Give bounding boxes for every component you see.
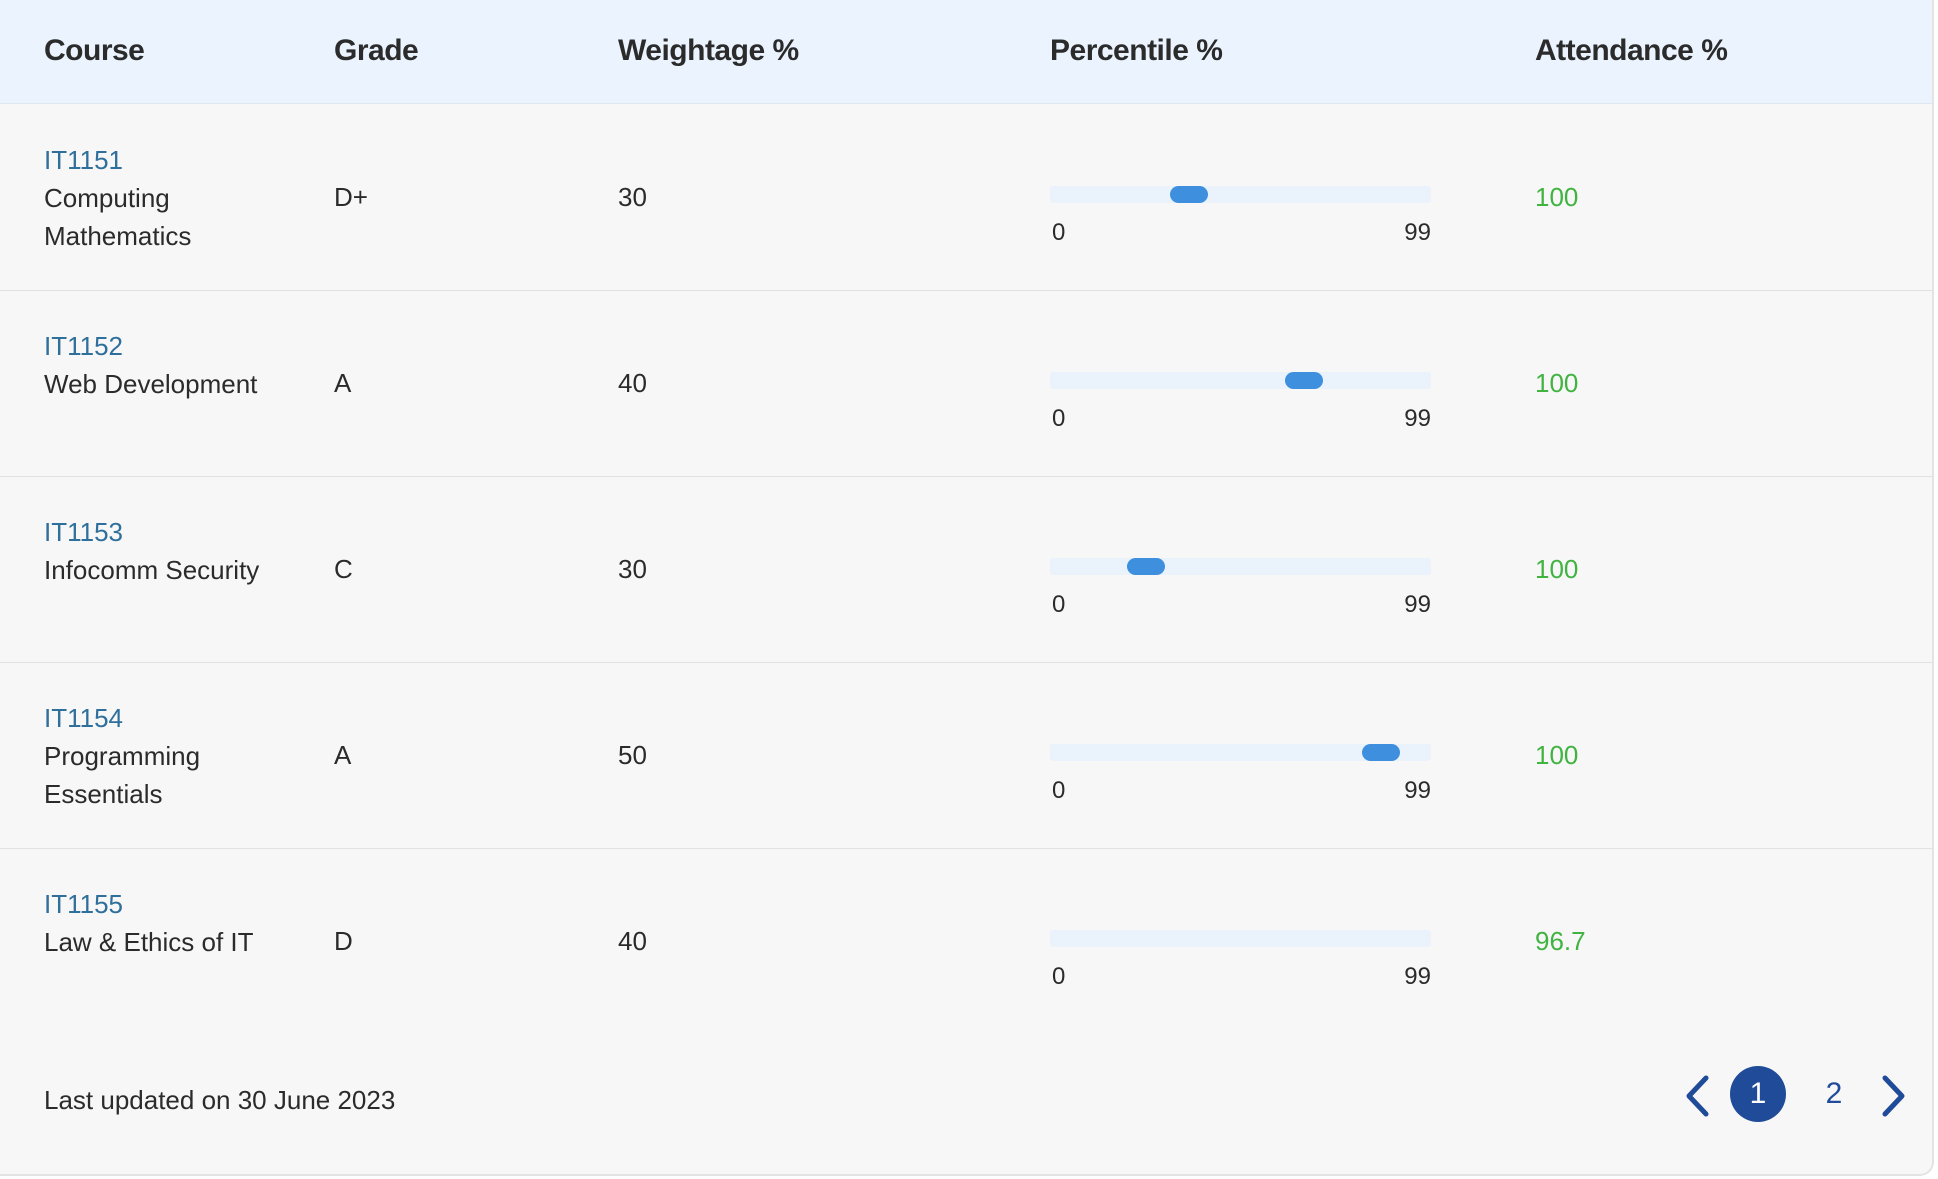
percentile-indicator: 0 99 — [1050, 299, 1431, 432]
percentile-indicator: 0 99 — [1050, 485, 1431, 618]
course-name: Computing Mathematics — [44, 183, 192, 251]
percentile-marker — [1285, 372, 1323, 389]
course-cell: IT1152 Web Development — [44, 327, 324, 403]
grade-value: D — [334, 926, 353, 956]
percentile-scale-max: 99 — [1404, 591, 1431, 618]
percentile-scale-min: 0 — [1052, 777, 1066, 804]
header-percentile: Percentile % — [1050, 34, 1223, 67]
grade-value: A — [334, 740, 352, 770]
percentile-track — [1050, 744, 1431, 761]
percentile-scale-min: 0 — [1052, 405, 1066, 432]
header-course: Course — [44, 34, 145, 67]
course-name: Infocomm Security — [44, 555, 260, 585]
header-grade: Grade — [334, 34, 419, 67]
attendance-value: 96.7 — [1535, 926, 1586, 956]
course-name: Web Development — [44, 369, 258, 399]
table-row: IT1155 Law & Ethics of IT D 40 96.7 — [0, 849, 1932, 1035]
weightage-value: 40 — [618, 368, 647, 398]
percentile-scale-max: 99 — [1404, 219, 1431, 246]
table-row: IT1153 Infocomm Security C 30 100 — [0, 477, 1932, 663]
percentile-indicator: 0 99 — [1050, 113, 1431, 246]
course-cell: IT1154 Programming Essentials — [44, 699, 324, 813]
course-code-link[interactable]: IT1151 — [44, 145, 124, 175]
percentile-scale-max: 99 — [1404, 777, 1431, 804]
percentile-scale-max: 99 — [1404, 405, 1431, 432]
attendance-value: 100 — [1535, 182, 1579, 212]
chevron-right-icon[interactable] — [1875, 1073, 1911, 1119]
weightage-value: 50 — [618, 740, 647, 770]
grade-value: D+ — [334, 182, 368, 212]
attendance-value: 100 — [1535, 368, 1579, 398]
grade-value: C — [334, 554, 353, 584]
course-name: Programming Essentials — [44, 741, 201, 809]
attendance-value: 100 — [1535, 554, 1579, 584]
percentile-marker — [1169, 186, 1208, 203]
header-attendance: Attendance % — [1535, 34, 1728, 67]
percentile-marker — [1361, 744, 1400, 761]
header-weightage: Weightage % — [618, 34, 799, 67]
page-2-button[interactable]: 2 — [1825, 1077, 1843, 1110]
last-updated-text: Last updated on 30 June 2023 — [44, 1085, 396, 1115]
percentile-scale-max: 99 — [1404, 963, 1431, 990]
course-code-link[interactable]: IT1152 — [44, 331, 124, 361]
percentile-scale-min: 0 — [1052, 963, 1066, 990]
table-header: Course Grade Weightage % Percentile % At… — [0, 0, 1932, 104]
course-cell: IT1153 Infocomm Security — [44, 513, 324, 589]
pagination: 1 2 — [1680, 1065, 1920, 1125]
percentile-track — [1050, 558, 1431, 575]
table-row: IT1151 Computing Mathematics D+ 30 100 — [0, 105, 1932, 291]
weightage-value: 30 — [618, 182, 647, 212]
course-name: Law & Ethics of IT — [44, 927, 254, 957]
course-cell: IT1155 Law & Ethics of IT — [44, 885, 324, 961]
grade-value: A — [334, 368, 352, 398]
percentile-indicator: 0 99 — [1050, 857, 1431, 990]
course-code-link[interactable]: IT1155 — [44, 889, 124, 919]
percentile-indicator: 0 99 — [1050, 671, 1431, 804]
attendance-value: 100 — [1535, 740, 1579, 770]
course-code-link[interactable]: IT1153 — [44, 517, 124, 547]
table-row: IT1154 Programming Essentials A 50 100 — [0, 663, 1932, 849]
chevron-left-icon[interactable] — [1680, 1073, 1716, 1119]
weightage-value: 30 — [618, 554, 647, 584]
course-cell: IT1151 Computing Mathematics — [44, 141, 324, 255]
percentile-track — [1050, 186, 1431, 203]
percentile-scale-min: 0 — [1052, 591, 1066, 618]
course-code-link[interactable]: IT1154 — [44, 703, 124, 733]
weightage-value: 40 — [618, 926, 647, 956]
percentile-scale-min: 0 — [1052, 219, 1066, 246]
percentile-track — [1050, 372, 1431, 389]
percentile-track — [1050, 930, 1431, 947]
page-1-button[interactable]: 1 — [1730, 1066, 1786, 1122]
table-row: IT1152 Web Development A 40 100 — [0, 291, 1932, 477]
percentile-marker — [1127, 558, 1166, 575]
